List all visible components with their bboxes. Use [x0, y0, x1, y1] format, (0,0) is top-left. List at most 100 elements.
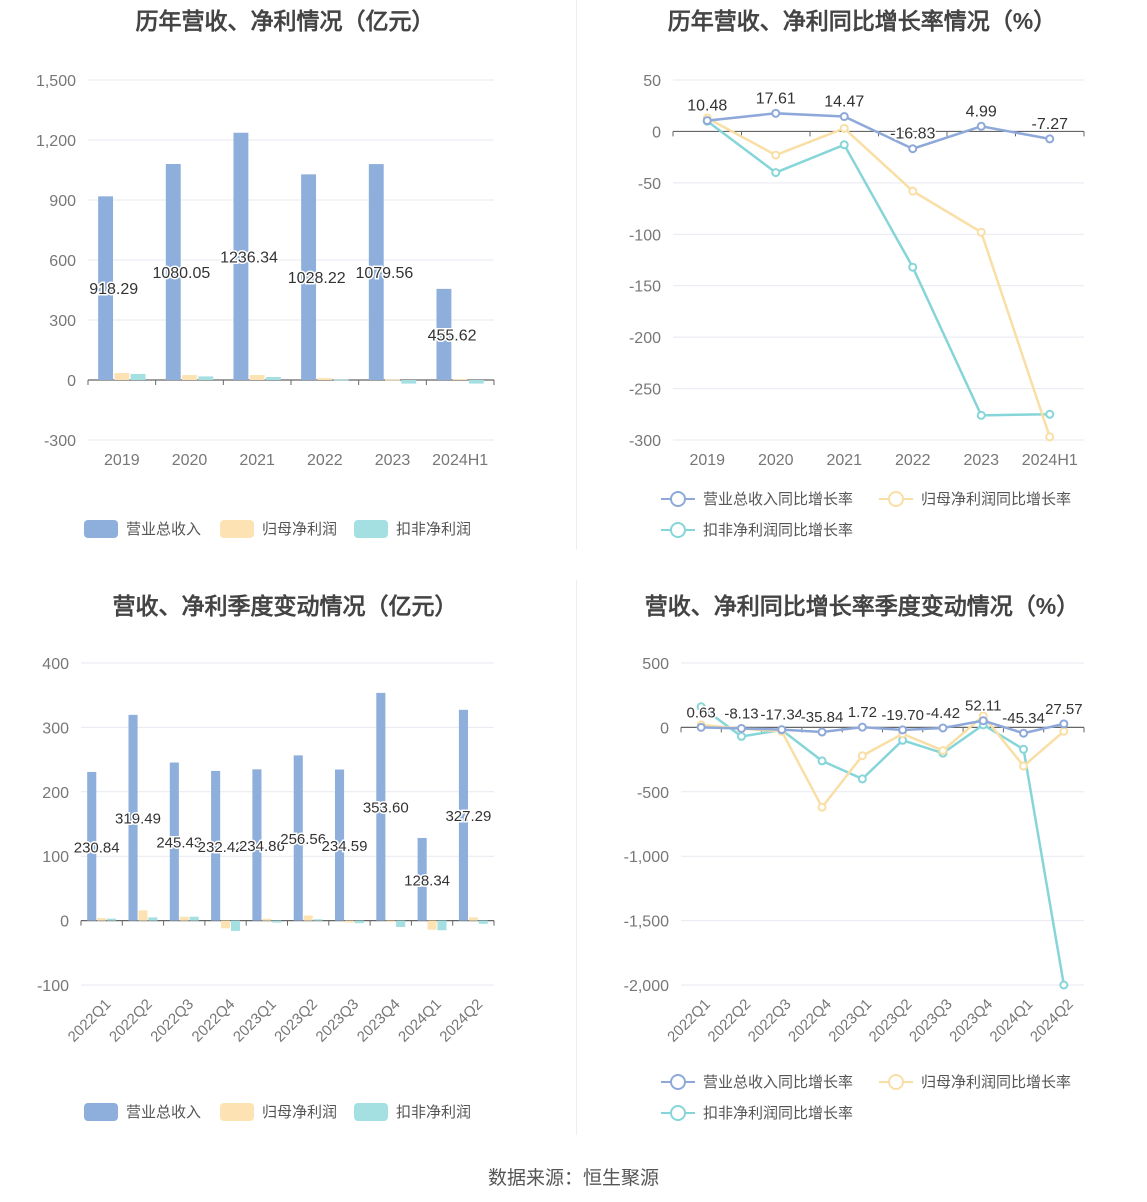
y-tick-label: -50: [638, 176, 661, 193]
legend-item-parent-profit[interactable]: 归母净利润: [220, 1101, 337, 1122]
data-label: 918.29: [89, 281, 138, 298]
data-point: [1059, 980, 1069, 990]
y-tick-label: 0: [60, 914, 69, 931]
bar-营业总收入: [165, 163, 181, 380]
legend-label: 营业总收入: [126, 521, 202, 538]
bar-扣非净利润: [130, 374, 146, 380]
legend-label: 营业总收入同比增长率: [703, 491, 854, 508]
data-point: [938, 723, 948, 733]
y-tick-label: -100: [37, 978, 69, 995]
bar-营业总收入: [169, 762, 179, 921]
legend-item-revenue[interactable]: 营业总收入: [84, 1101, 201, 1122]
data-point: [857, 722, 867, 732]
legend-swatch: [354, 519, 388, 538]
data-point: [817, 756, 827, 766]
data-point: [736, 731, 746, 741]
annual-revenue-profit-panel: 历年营收、净利情况（亿元） -300 0 300 600 900 1,200 1,500 20…: [0, 0, 570, 580]
bar-归母净利润: [97, 918, 107, 921]
x-tick-label: 2023Q4: [354, 996, 404, 1046]
legend-label: 营业总收入同比增长率: [703, 1074, 854, 1091]
legend-swatch: [661, 1073, 695, 1091]
bar-营业总收入: [252, 769, 262, 921]
y-tick-label: -300: [629, 433, 661, 450]
legend-swatch: [661, 521, 695, 539]
bar-归母净利润: [452, 379, 468, 380]
y-tick-label: 600: [49, 253, 76, 270]
chart-title: 历年营收、净利情况（亿元）: [135, 8, 435, 34]
chart-title: 营收、净利同比增长率季度变动情况（%）: [644, 593, 1080, 619]
y-tick-label: -500: [637, 785, 669, 802]
legend-swatch: [879, 490, 913, 508]
x-tick-label: 2022Q4: [785, 996, 835, 1046]
bar-营业总收入: [233, 132, 249, 380]
data-point: [1019, 744, 1029, 754]
data-label: 0.63: [687, 704, 716, 721]
y-tick-label: 100: [42, 849, 69, 866]
data-point: [1019, 728, 1029, 738]
x-tick-label: 2024Q2: [436, 996, 486, 1046]
legend-label: 扣非净利润: [396, 521, 472, 538]
data-point: [771, 168, 781, 178]
data-label: -16.83: [890, 126, 935, 143]
data-label: 10.48: [687, 98, 727, 115]
legend-item-deducted-growth[interactable]: 扣非净利润同比增长率: [661, 1102, 853, 1123]
data-label: 1028.22: [288, 270, 346, 287]
legend-item-deducted-profit[interactable]: 扣非净利润: [354, 518, 471, 539]
legend-item-revenue-growth[interactable]: 营业总收入同比增长率: [661, 488, 853, 509]
data-label: -19.70: [881, 707, 924, 724]
legend-label: 营业总收入: [126, 1104, 202, 1121]
data-point: [1045, 134, 1055, 144]
legend-swatch: [354, 1102, 388, 1121]
x-tick-label: 2021: [826, 452, 862, 469]
data-point: [771, 150, 781, 160]
legend-item-revenue-growth[interactable]: 营业总收入同比增长率: [661, 1071, 853, 1092]
legend-label: 归母净利润: [262, 521, 338, 538]
panel-divider-bottom: [576, 580, 577, 1135]
x-tick-label: 2022Q1: [65, 996, 115, 1046]
bar-营业总收入: [376, 692, 386, 921]
legend-item-parent-profit[interactable]: 归母净利润: [220, 518, 337, 539]
data-point: [976, 410, 986, 420]
x-tick-label: 2023Q2: [271, 996, 321, 1046]
y-tick-label: -250: [629, 382, 661, 399]
data-point: [702, 116, 712, 126]
y-tick-label: 400: [42, 656, 69, 673]
data-point: [938, 746, 948, 756]
x-tick-label: 2020: [758, 452, 794, 469]
data-point: [1059, 719, 1069, 729]
data-label: -45.34: [1002, 710, 1045, 727]
data-point: [817, 727, 827, 737]
x-tick-label: 2023Q2: [866, 996, 916, 1046]
bar-扣非净利润: [107, 918, 117, 921]
legend-swatch: [879, 1073, 913, 1091]
data-label: -17.34: [760, 707, 803, 724]
x-tick-label: 2023Q1: [230, 996, 280, 1046]
legend-item-parent-growth[interactable]: 归母净利润同比增长率: [879, 1071, 1071, 1092]
data-point: [839, 123, 849, 133]
legend-item-parent-growth[interactable]: 归母净利润同比增长率: [879, 488, 1071, 509]
bar-归母净利润: [249, 375, 265, 380]
data-label: -8.13: [724, 705, 758, 722]
bar-扣非净利润: [198, 376, 214, 380]
series-line-营业总收入同比增长率: [701, 719, 1065, 735]
legend-item-deducted-profit[interactable]: 扣非净利润: [354, 1101, 471, 1122]
x-tick-label: 2022: [895, 452, 931, 469]
bar-营业总收入: [436, 288, 452, 380]
legend-item-deducted-growth[interactable]: 扣非净利润同比增长率: [661, 519, 853, 540]
legend-item-revenue[interactable]: 营业总收入: [84, 518, 201, 539]
bar-归母净利润: [179, 916, 189, 921]
bar-扣非净利润: [265, 377, 281, 380]
series-line-扣非净利润同比增长率: [706, 120, 1050, 417]
x-tick-label: 2021: [239, 452, 275, 469]
bar-归母净利润: [138, 910, 148, 921]
data-label: 1080.05: [152, 265, 210, 282]
bar-扣非净利润: [333, 379, 349, 381]
quarterly-revenue-profit-panel: 营收、净利季度变动情况（亿元） -100 0 100 200 300 400 2022Q1 2…: [0, 585, 570, 1165]
bar-营业总收入: [334, 769, 345, 921]
y-tick-label: 50: [643, 73, 661, 90]
data-label: 234.59: [322, 838, 368, 855]
data-point: [817, 802, 827, 812]
x-tick-label: 2022Q4: [189, 996, 239, 1046]
y-tick-label: -2,000: [624, 978, 669, 995]
data-point: [978, 716, 988, 726]
